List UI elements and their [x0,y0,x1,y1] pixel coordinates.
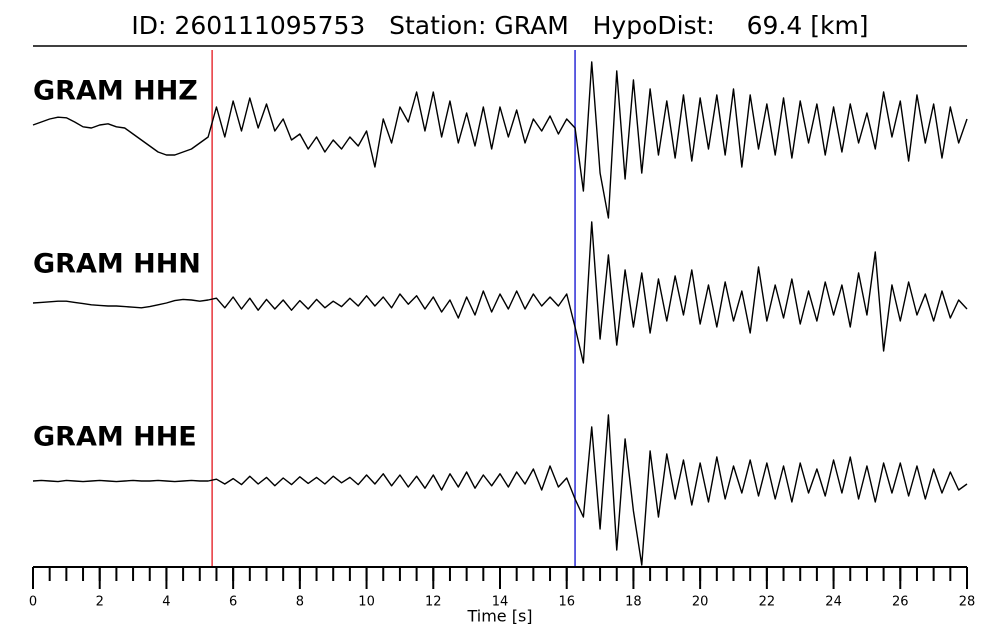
trace-label: GRAM HHN [33,249,201,280]
trace-label: GRAM HHZ [33,76,198,107]
x-tick-label: 14 [492,595,509,610]
x-tick-label: 2 [96,595,104,610]
x-tick-label: 0 [29,595,37,610]
x-tick-label: 16 [558,595,575,610]
chart-title: ID: 260111095753 Station: GRAM HypoDist:… [131,11,868,40]
x-tick-label: 4 [162,595,170,610]
x-tick-label: 24 [825,595,842,610]
x-tick-label: 20 [692,595,709,610]
trace-label: GRAM HHE [33,422,197,453]
x-tick-label: 22 [759,595,776,610]
x-tick-label: 12 [425,595,442,610]
x-tick-label: 6 [229,595,237,610]
x-tick-label: 18 [625,595,642,610]
waveform [32,61,968,219]
x-tick-label: 28 [959,595,976,610]
x-tick-label: 26 [892,595,909,610]
x-tick-label: 8 [296,595,304,610]
waveform [32,414,968,566]
waveform [32,221,968,364]
x-tick-label: 10 [358,595,375,610]
x-axis-label: Time [s] [466,607,532,626]
